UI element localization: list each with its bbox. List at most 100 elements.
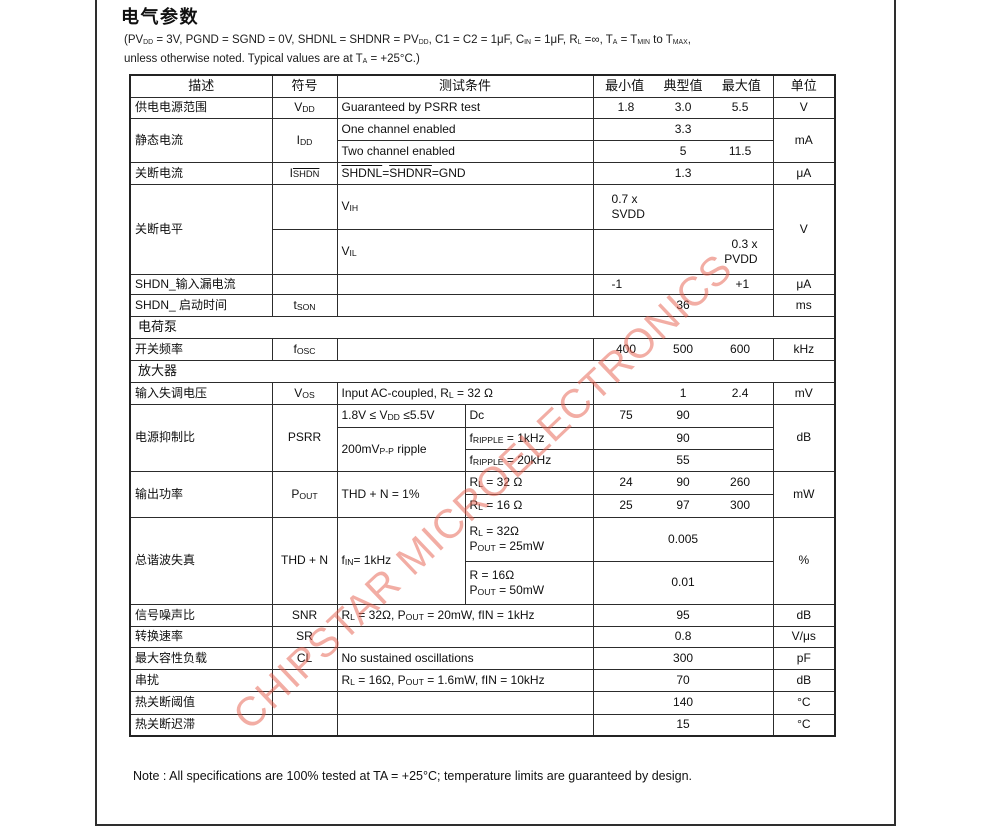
value-max: 5.5 — [731, 100, 749, 114]
header-typ: 典型值 — [663, 78, 703, 94]
value-typ: 300 — [673, 650, 694, 665]
unit: mA — [772, 117, 836, 163]
row-output-power-16ohm: RL = 16 Ω 25 97 300 — [130, 493, 835, 518]
unit: °C — [772, 690, 836, 715]
test-condition — [336, 713, 594, 737]
value-max: 600 — [730, 341, 751, 356]
row-psrr-1khz: 200mVP-P ripple fRIPPLE = 1kHz 90 — [130, 426, 835, 472]
test-condition: VIL — [336, 228, 594, 275]
value-min: -1 — [611, 276, 623, 291]
values: 0.005 — [592, 516, 774, 562]
table-header-row: 描述 符号 测试条件 最小值 典型值 最大值 单位 — [129, 74, 836, 98]
unit: μA — [772, 273, 836, 295]
param-symbol — [271, 183, 338, 230]
values: 1 2.4 — [592, 381, 774, 405]
value-max: 260 — [730, 475, 751, 489]
param-desc: 输出功率 — [129, 470, 273, 518]
header-unit: 单位 — [772, 74, 836, 98]
values: 0.8 — [592, 625, 774, 648]
unit: dB — [772, 603, 836, 627]
param-desc: 静态电流 — [129, 117, 273, 163]
param-desc: 热关断阈值 — [129, 690, 273, 715]
test-condition — [336, 690, 594, 715]
unit: dB — [772, 403, 836, 472]
test-condition: fRIPPLE = 20kHz — [464, 448, 594, 472]
value-min: 75 — [619, 408, 633, 422]
value-typ: 70 — [676, 672, 690, 687]
param-desc: 电源抑制比 — [129, 403, 273, 472]
preamble-line-2: unless otherwise noted. Typical values a… — [124, 52, 420, 65]
row-shdn-input-leakage: SHDN_输入漏电流 -1 +1 μA — [129, 273, 836, 295]
row-output-power-32ohm: 输出功率 POUT THD + N = 1% RL = 32 Ω 24 90 2… — [129, 470, 836, 518]
electrical-parameters-table: 描述 符号 测试条件 最小值 典型值 最大值 单位 供电电源范围 VDD Gua… — [129, 74, 837, 737]
value-max: 11.5 — [728, 143, 752, 158]
param-desc: 供电电源范围 — [129, 96, 273, 119]
value-typ: 36 — [676, 297, 690, 312]
param-symbol: fOSC — [271, 337, 338, 361]
values: 25 97 300 — [592, 493, 774, 518]
values: -1 +1 — [592, 273, 774, 295]
test-conditions-preamble: (PVDD = 3V, PGND = SGND = 0V, SHDNL = SH… — [124, 32, 691, 70]
section-amplifier: 放大器 — [129, 359, 836, 383]
test-condition: fIN= 1kHz — [336, 516, 466, 605]
param-symbol: THD + N — [271, 516, 338, 605]
header-max: 最大值 — [721, 78, 761, 94]
test-condition: No sustained oscillations — [336, 646, 594, 670]
row-slew-rate: 转换速率 SR 0.8 V/μs — [129, 625, 836, 648]
header-test-conditions: 测试条件 — [336, 74, 594, 98]
test-condition: 200mVP-P ripple — [336, 426, 466, 472]
values: 90 — [592, 426, 774, 450]
values: 36 — [592, 293, 774, 317]
param-symbol — [271, 690, 338, 715]
param-symbol: CL — [271, 646, 338, 670]
value-max: 300 — [730, 498, 751, 512]
values: 0.01 — [592, 560, 774, 605]
row-thermal-shutdown-hysteresis: 热关断迟滞 15 °C — [129, 713, 836, 737]
test-condition: RL = 16Ω, POUT = 1.6mW, fIN = 10kHz — [336, 668, 594, 692]
unit: V/μs — [772, 625, 836, 648]
param-symbol — [271, 228, 338, 275]
test-condition: THD + N = 1% — [336, 470, 466, 518]
row-psrr-20khz: fRIPPLE = 20kHz 55 — [130, 448, 835, 472]
test-condition: fRIPPLE = 1kHz — [464, 426, 594, 450]
values: 70 — [592, 668, 774, 692]
value-typ: 0.005 — [668, 531, 699, 546]
param-desc: 串扰 — [129, 668, 273, 692]
values: 300 — [592, 646, 774, 670]
values: 15 — [592, 713, 774, 737]
value-typ: 15 — [676, 717, 690, 732]
values: 140 — [592, 690, 774, 715]
param-symbol: VOS — [271, 381, 338, 405]
values: 24 90 260 — [592, 470, 774, 495]
value-typ: 90 — [676, 430, 690, 445]
row-switching-frequency: 开关频率 fOSC 400 500 600 kHz — [129, 337, 836, 361]
param-symbol — [271, 713, 338, 737]
value-max: 0.3 x PVDD — [724, 236, 758, 266]
unit: mW — [772, 470, 836, 518]
value-typ: 1.3 — [674, 165, 692, 180]
unit: kHz — [772, 337, 836, 361]
values: 0.7 x SVDD — [592, 183, 774, 230]
param-desc: 转换速率 — [129, 625, 273, 648]
test-condition — [336, 625, 594, 648]
test-condition: RL = 32Ω, POUT = 20mW, fIN = 1kHz — [336, 603, 594, 627]
row-input-offset-voltage: 输入失调电压 VOS Input AC-coupled, RL = 32 Ω 1… — [129, 381, 836, 405]
param-symbol: PSRR — [271, 403, 338, 472]
value-typ: 55 — [676, 452, 690, 467]
value-min: 0.7 x SVDD — [611, 191, 645, 221]
unit: mV — [772, 381, 836, 405]
param-symbol — [271, 668, 338, 692]
unit: ms — [772, 293, 836, 317]
test-condition: Dc — [464, 403, 594, 428]
value-typ: 90 — [676, 408, 690, 422]
value-typ: 1 — [679, 385, 687, 400]
test-condition: Guaranteed by PSRR test — [336, 96, 594, 119]
param-symbol: IDD — [271, 117, 338, 163]
header-description: 描述 — [129, 74, 273, 98]
test-condition: Two channel enabled — [336, 139, 594, 163]
row-shutdown-current: 关断电流 ISHDN SHDNL=SHDNR=GND 1.3 μA — [129, 161, 836, 185]
param-symbol — [271, 273, 338, 295]
unit: dB — [772, 668, 836, 692]
value-typ: 0.8 — [674, 629, 692, 643]
row-shutdown-level-vih: 关断电平 VIH 0.7 x SVDD V — [129, 183, 836, 275]
